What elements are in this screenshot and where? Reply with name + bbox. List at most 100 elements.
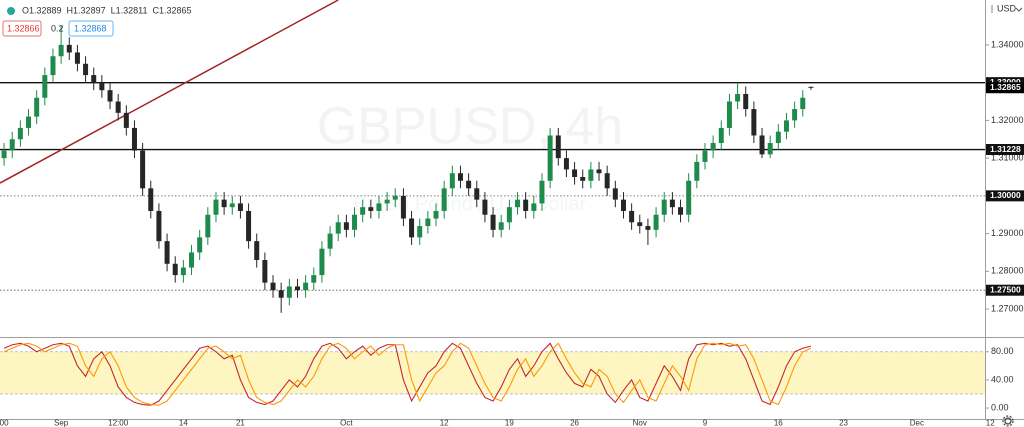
candle-body: [710, 143, 716, 151]
candle-body: [42, 75, 48, 98]
candle-body: [759, 135, 765, 155]
x-tick-label: 26: [570, 419, 579, 427]
level-tag-label: 1.33000: [990, 77, 1021, 87]
candle-body: [180, 267, 186, 276]
candle-body: [352, 214, 358, 230]
candle-body: [620, 199, 626, 211]
candle-body: [254, 241, 260, 261]
candle-body: [164, 241, 170, 264]
candle-body: [726, 101, 732, 128]
candle-body: [531, 203, 537, 211]
candle-body: [645, 226, 651, 230]
y-tick-label: 1.29000: [991, 228, 1024, 238]
candle-body: [286, 286, 292, 298]
bid-box[interactable]: [2, 20, 42, 37]
y-tick-label: 0.00: [991, 402, 1009, 412]
bid-price[interactable]: 1.32866: [7, 23, 40, 33]
candle-body: [523, 199, 529, 211]
price-tag: [986, 82, 1024, 94]
currency-label[interactable]: USD: [997, 3, 1017, 13]
y-tick-label: 1.31000: [991, 152, 1024, 162]
settings-teeth[interactable]: [1002, 415, 1014, 427]
level-tag-label: 1.27500: [990, 284, 1021, 294]
ohlc-label: C1.32865: [152, 5, 191, 15]
candle-body: [490, 214, 496, 230]
candle-body: [172, 263, 178, 276]
ask-box[interactable]: [68, 20, 114, 37]
candle-body: [547, 135, 553, 181]
candle-body: [115, 101, 121, 113]
candle-body: [262, 260, 268, 283]
candle-body: [246, 210, 252, 242]
candle-body: [669, 199, 675, 208]
candle-body: [294, 286, 300, 291]
candle-body: [498, 222, 504, 230]
x-tick-label: 14: [179, 419, 188, 427]
candle-body: [775, 131, 781, 144]
candle-body: [384, 199, 390, 204]
candle-body: [515, 199, 521, 208]
candle-body: [661, 199, 667, 215]
candle-body: [99, 82, 105, 91]
candle-body: [694, 161, 700, 181]
candle-body: [686, 180, 692, 215]
settings-gear[interactable]: [1004, 417, 1012, 425]
candle-body: [751, 109, 757, 136]
candle-body: [58, 44, 64, 57]
candle-body: [506, 207, 512, 223]
ask-price[interactable]: 1.32868: [74, 23, 107, 33]
candle-body: [612, 188, 618, 200]
candle-body: [735, 93, 741, 102]
currency-dropdown[interactable]: [1015, 7, 1023, 12]
candle-body: [392, 195, 398, 200]
candle-body: [783, 120, 789, 132]
oscillator-line: [3, 342, 812, 406]
candle-body: [303, 282, 309, 291]
candle-body: [189, 252, 195, 268]
candle-body: [50, 56, 56, 76]
x-tick-label: 12:00: [108, 419, 129, 427]
candle-body: [229, 203, 235, 208]
candle-body: [319, 248, 325, 276]
price-tag-label: 1.32865: [990, 82, 1021, 92]
y-tick-label: 1.34000: [991, 39, 1024, 49]
candle-body: [17, 127, 23, 140]
candle-body: [221, 199, 227, 208]
candle-body: [629, 210, 635, 223]
candle-body: [91, 75, 97, 83]
x-tick-label: Nov: [633, 419, 647, 427]
y-tick-label: 1.27000: [991, 303, 1024, 313]
settings-icon[interactable]: [1002, 415, 1014, 427]
y-tick-label: 40.00: [991, 374, 1014, 384]
candle-body: [800, 97, 806, 110]
level-tag: [986, 284, 1024, 296]
oscillator-line: [3, 342, 812, 406]
y-tick-label: 80.00: [991, 346, 1014, 356]
candle-body: [572, 169, 578, 177]
watermark: GBPUSD, 4h: [317, 98, 623, 156]
candle-body: [466, 180, 472, 189]
candle-body: [360, 207, 366, 215]
candle-body: [205, 214, 211, 238]
candle-body: [767, 143, 773, 155]
level-tag: [986, 144, 1024, 156]
candle-body: [376, 203, 382, 211]
candle-body: [702, 150, 708, 162]
candle-body: [409, 218, 415, 238]
candle-body: [343, 222, 349, 230]
candle-body: [278, 290, 284, 298]
level-tag-label: 1.31228: [990, 144, 1021, 154]
x-tick-label: 23: [839, 419, 848, 427]
candle-body: [131, 127, 137, 151]
y-tick-label: 1.28000: [991, 266, 1024, 276]
candle-body: [637, 222, 643, 227]
candle-body: [335, 222, 341, 234]
background: GBPUSD, 4h British Pound / U.S. Dollar: [0, 98, 985, 395]
oscillator-band: [0, 351, 985, 394]
candle-body: [457, 173, 463, 181]
x-tick-label: 00: [0, 419, 9, 427]
candle-body: [74, 52, 80, 64]
candle-body: [425, 218, 431, 227]
status-dot: [7, 7, 15, 15]
